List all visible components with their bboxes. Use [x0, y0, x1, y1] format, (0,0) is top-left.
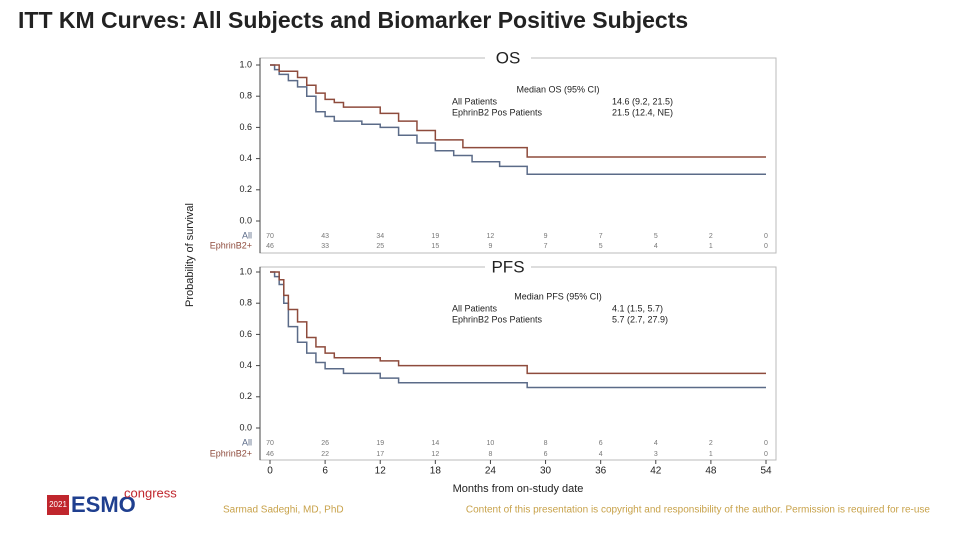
annotation-cell: 21.5 (12.4, NE) — [612, 107, 673, 117]
risk-count: 5 — [654, 233, 658, 240]
risk-count: 46 — [266, 451, 274, 458]
title-bg — [485, 257, 531, 277]
risk-count: 43 — [321, 233, 329, 240]
x-axis-label: Months from on-study date — [453, 483, 584, 495]
logo-word: congress — [124, 485, 177, 500]
x-tick-label: 42 — [650, 466, 662, 477]
risk-count: 0 — [764, 243, 768, 250]
risk-count: 19 — [431, 233, 439, 240]
risk-row-label: EphrinB2+ — [210, 448, 252, 458]
risk-row-label: All — [242, 230, 252, 240]
x-tick-label: 24 — [485, 466, 497, 477]
annotation-cell: EphrinB2 Pos Patients — [452, 314, 543, 324]
y-tick-label: 0.4 — [239, 153, 252, 163]
risk-count: 14 — [431, 440, 439, 447]
risk-count: 8 — [544, 440, 548, 447]
risk-count: 9 — [544, 233, 548, 240]
risk-count: 7 — [599, 233, 603, 240]
risk-count: 7 — [544, 243, 548, 250]
y-tick-label: 0.8 — [239, 91, 252, 101]
risk-count: 17 — [376, 451, 384, 458]
risk-count: 6 — [544, 451, 548, 458]
x-tick-label: 18 — [430, 466, 442, 477]
risk-count: 70 — [266, 440, 274, 447]
risk-count: 0 — [764, 233, 768, 240]
risk-count: 6 — [599, 440, 603, 447]
x-tick-label: 54 — [760, 466, 772, 477]
risk-row-label: EphrinB2+ — [210, 240, 252, 250]
author: Sarmad Sadeghi, MD, PhD — [223, 505, 344, 516]
risk-count: 4 — [654, 440, 658, 447]
risk-count: 8 — [488, 451, 492, 458]
panel-title: OS — [496, 48, 521, 67]
logo-name: ESMO — [71, 492, 136, 517]
risk-count: 33 — [321, 243, 329, 250]
x-tick-label: 0 — [267, 466, 273, 477]
logo-box — [47, 495, 69, 515]
y-tick-label: 0.0 — [239, 422, 252, 432]
risk-row-label: All — [242, 437, 252, 447]
x-tick-label: 12 — [375, 466, 387, 477]
y-tick-label: 1.0 — [239, 266, 252, 276]
annotation-cell: EphrinB2 Pos Patients — [452, 107, 543, 117]
x-tick-label: 36 — [595, 466, 607, 477]
annotation-cell: 5.7 (2.7, 27.9) — [612, 314, 668, 324]
annotation-cell: 14.6 (9.2, 21.5) — [612, 96, 673, 106]
y-axis-label: Probability of survival — [184, 203, 196, 307]
risk-count: 15 — [431, 243, 439, 250]
risk-count: 70 — [266, 233, 274, 240]
km-curve — [270, 271, 766, 389]
risk-count: 46 — [266, 243, 274, 250]
panel-title: PFS — [491, 257, 524, 276]
risk-count: 1 — [709, 451, 713, 458]
y-tick-label: 0.4 — [239, 360, 252, 370]
y-tick-label: 0.6 — [239, 122, 252, 132]
risk-count: 5 — [599, 243, 603, 250]
y-tick-label: 0.2 — [239, 184, 252, 194]
y-tick-label: 0.6 — [239, 329, 252, 339]
risk-count: 4 — [654, 243, 658, 250]
risk-count: 2 — [709, 233, 713, 240]
annotation-cell: All Patients — [452, 303, 498, 313]
annotation-title: Median PFS (95% CI) — [514, 291, 602, 301]
x-tick-label: 48 — [705, 466, 717, 477]
risk-count: 19 — [376, 440, 384, 447]
risk-count: 0 — [764, 451, 768, 458]
logo-year: 2021 — [49, 500, 67, 509]
annotation-cell: 4.1 (1.5, 5.7) — [612, 303, 663, 313]
y-tick-label: 1.0 — [239, 59, 252, 69]
risk-count: 10 — [487, 440, 495, 447]
x-tick-label: 30 — [540, 466, 552, 477]
annotation-cell: All Patients — [452, 96, 498, 106]
risk-count: 22 — [321, 451, 329, 458]
y-tick-label: 0.0 — [239, 215, 252, 225]
risk-count: 26 — [321, 440, 329, 447]
risk-count: 0 — [764, 440, 768, 447]
x-tick-label: 6 — [322, 466, 328, 477]
risk-count: 2 — [709, 440, 713, 447]
risk-count: 12 — [431, 451, 439, 458]
risk-count: 34 — [376, 233, 384, 240]
risk-count: 1 — [709, 243, 713, 250]
km-curve — [270, 271, 766, 375]
risk-count: 9 — [488, 243, 492, 250]
risk-count: 25 — [376, 243, 384, 250]
y-tick-label: 0.2 — [239, 391, 252, 401]
risk-count: 4 — [599, 451, 603, 458]
notice: Content of this presentation is copyrigh… — [466, 505, 931, 516]
title-bg — [485, 48, 531, 68]
annotation-title: Median OS (95% CI) — [516, 84, 599, 94]
risk-count: 3 — [654, 451, 658, 458]
slide-title: ITT KM Curves: All Subjects and Biomarke… — [18, 7, 688, 33]
km-curve — [270, 64, 766, 158]
y-tick-label: 0.8 — [239, 298, 252, 308]
risk-count: 12 — [487, 233, 495, 240]
km-curve — [270, 64, 766, 175]
